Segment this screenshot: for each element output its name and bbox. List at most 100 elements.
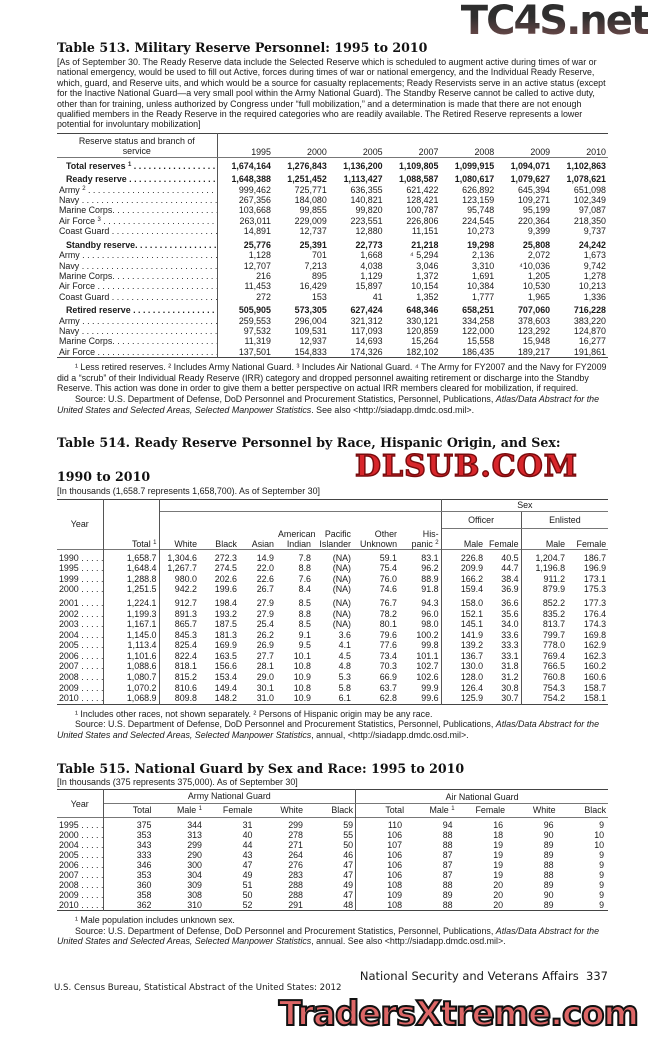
table-514-notes: ¹ Includes other races, not shown separa… [57, 709, 608, 741]
value-cell: 21,218 [411, 239, 439, 250]
american-indian-header: American Indian [278, 528, 316, 549]
total-header-text: Total [131, 538, 151, 549]
value-cell: 1,196.8 [535, 563, 566, 574]
value-cell: 169.8 [583, 629, 607, 640]
value-cell: 137,501 [238, 346, 271, 357]
source-text: Source: U.S. Department of Defense, DoD … [75, 393, 496, 404]
column-header-text: White [532, 805, 556, 816]
value-cell: 1,372 [416, 270, 439, 281]
value-cell: 10 [594, 830, 605, 841]
value-cell: 156.6 [214, 661, 237, 672]
value-cell: 835.2 [542, 608, 566, 619]
value-cell: 55 [305, 830, 357, 841]
value-cell: 334,258 [462, 315, 495, 326]
value-cell: 1,129 [360, 270, 383, 281]
year-cell: 1995 [57, 817, 104, 831]
value-cell: 12,737 [299, 226, 327, 237]
table-514-source: Source: U.S. Department of Defense, DoD … [57, 719, 608, 740]
value-cell: 33.6 [485, 629, 522, 641]
row-label-text: Ready reserve [66, 174, 127, 185]
year-cell: 2008 [57, 672, 104, 683]
officer-header: Officer [441, 511, 522, 529]
value-cell: 8.5 [298, 619, 311, 630]
value-cell: 50 [305, 840, 357, 851]
value-cell: 10.9 [293, 693, 311, 704]
value-cell: 1,088.6 [103, 661, 160, 673]
value-cell: 9.1 [298, 629, 311, 640]
row-label-text: Marine Corps. [59, 336, 115, 347]
value-cell: 15,558 [467, 336, 495, 347]
value-cell: 10.8 [293, 682, 311, 693]
value-cell: 40 [242, 830, 253, 841]
year-header: 2010 [552, 133, 608, 158]
value-cell: 1,648,388 [231, 174, 271, 185]
value-cell: 79.6 [379, 629, 397, 640]
value-cell: 5.3 [338, 672, 351, 683]
value-cell: 8.4 [298, 584, 311, 595]
table-row: 20021,199.3 891.3 193.2 27.9 8.8 (NA) 78.296.0… [57, 608, 608, 620]
table-515: Year Army National Guard Air National Guar… [57, 789, 609, 911]
value-cell: 754.2 [542, 693, 566, 704]
column-header-text: White [280, 805, 303, 816]
value-cell: 193.2 [214, 608, 237, 619]
row-label: Army [57, 250, 218, 261]
row-label: Marine Corps. [57, 270, 218, 282]
year-cell: 2009 [57, 682, 104, 694]
value-cell: 10.8 [293, 661, 311, 672]
value-cell: 2,072 [527, 250, 551, 261]
officer-female-header: Female [485, 528, 522, 550]
value-cell: 182,102 [406, 346, 439, 357]
value-cell: 20 [493, 880, 504, 891]
table-row: Total reserves 1 1,674,164 1,276,843 1,136,… [57, 157, 608, 172]
value-cell: ⁴ 5,294 [409, 250, 439, 261]
value-cell: 177.3 [583, 597, 607, 608]
row-label: Marine Corps. [57, 336, 218, 347]
value-cell: 108 [387, 900, 403, 911]
header-row: Total Male 1 Female White Black Total Male 1 Fe… [57, 803, 609, 818]
value-cell: 9.5 [298, 640, 311, 651]
table-513: Reserve status and branch of service 1995… [57, 133, 608, 358]
value-cell: 1,102,863 [566, 160, 606, 171]
footnote-marker: 1 [451, 806, 455, 813]
value-cell: 99.6 [399, 693, 442, 705]
value-cell: 96.2 [399, 563, 442, 574]
row-label-text: Marine Corps. [59, 270, 115, 281]
value-cell: 658,251 [462, 305, 495, 316]
row-label: Navy [57, 325, 218, 337]
value-cell: 33.1 [485, 650, 522, 662]
value-cell: 20 [493, 900, 504, 911]
value-cell: 725,771 [294, 184, 327, 195]
value-cell: 6.1 [338, 693, 351, 704]
value-cell: 4,038 [360, 260, 383, 271]
air-guard-header: Air National Guard [355, 789, 609, 805]
row-label: Army [57, 315, 218, 326]
value-cell: 16 [493, 820, 504, 831]
value-cell: 162.9 [583, 640, 607, 651]
value-cell: 187.5 [214, 619, 237, 630]
value-cell: 96 [543, 820, 554, 831]
row-label-text: Coast Guard [59, 226, 110, 237]
value-cell: 22,773 [355, 239, 383, 250]
value-cell: 278 [288, 830, 303, 841]
table-row: 20011,224.1 912.7 198.4 27.9 8.5 (NA) 76.794.3… [57, 594, 608, 609]
value-cell: 1,078,621 [566, 174, 606, 185]
row-label: Total reserves 1 [57, 157, 218, 172]
year-cell: 1990 [57, 549, 104, 564]
table-row: Air Force 137,501 154,833 174,326 182,102 186… [57, 346, 608, 358]
value-cell: 7.8 [298, 552, 311, 563]
header-row: Year Total 1 Sex [57, 499, 609, 550]
value-cell: 895 [311, 270, 327, 281]
table-row: 20061,101.6 822.4 163.5 27.7 10.1 4.5 73.4101.… [57, 650, 608, 662]
value-cell: 912.7 [174, 597, 197, 608]
air-total-header: Total [356, 804, 407, 818]
column-header-text: Black [331, 805, 354, 816]
table-515-title: Table 515. National Guard by Sex and Rac… [57, 760, 465, 776]
value-cell: 19 [493, 840, 504, 851]
value-cell: 344 [187, 820, 202, 831]
value-cell: 626,892 [462, 184, 495, 195]
value-cell: 73.4 [379, 650, 397, 661]
